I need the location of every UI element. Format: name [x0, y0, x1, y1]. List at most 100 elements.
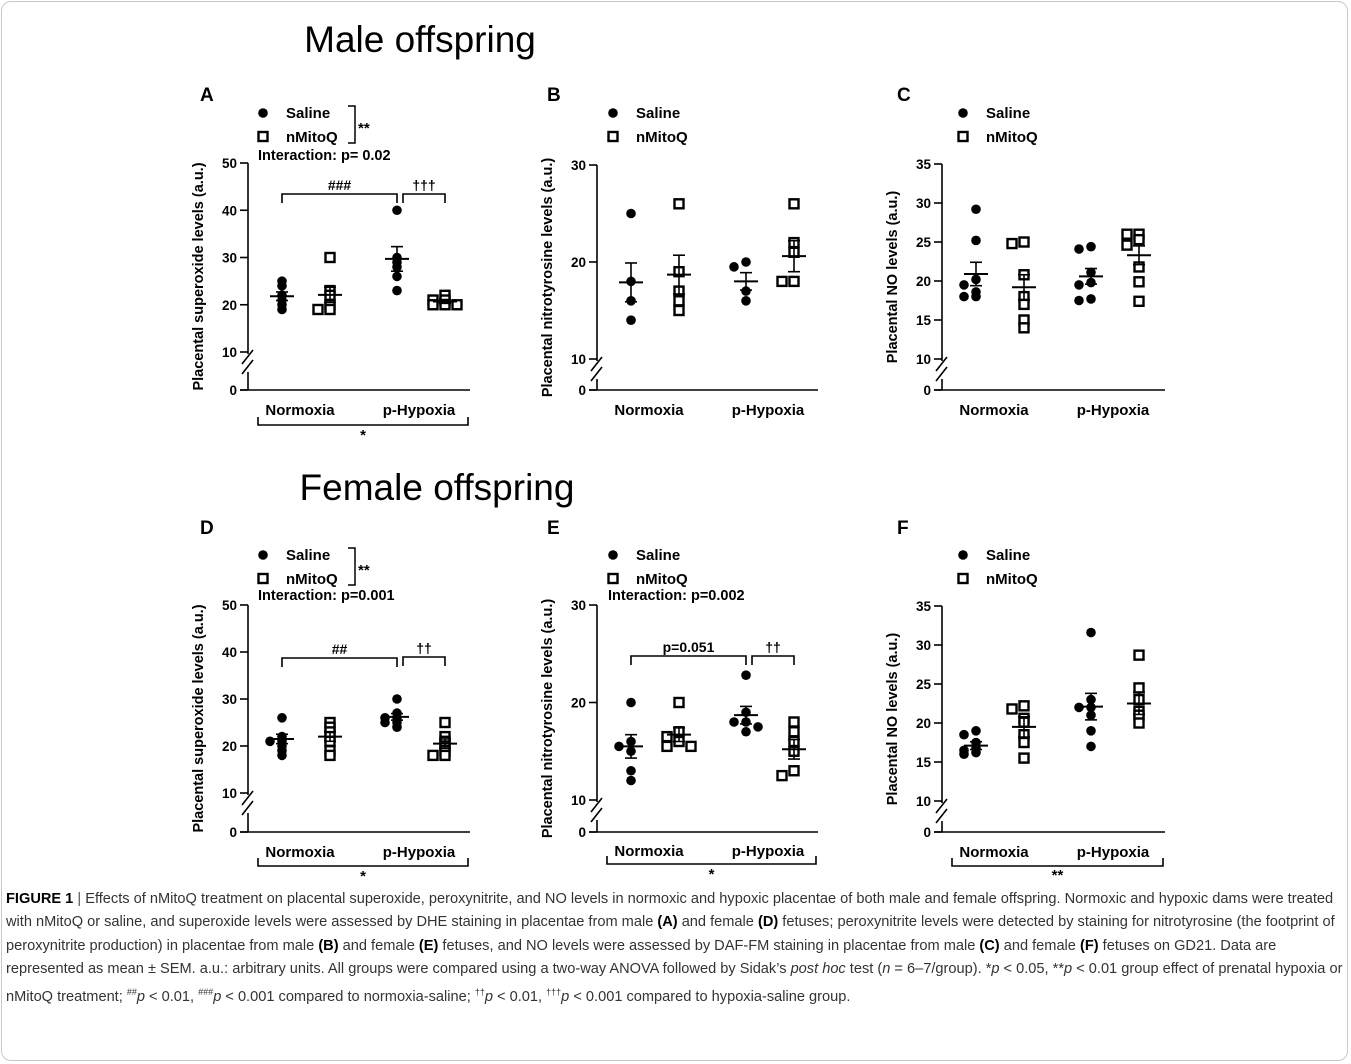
legend-stat: ** [358, 120, 370, 137]
data-point-saline [971, 235, 981, 246]
x-category-label: p-Hypoxia [383, 402, 456, 419]
data-point-nmitoq [685, 740, 697, 753]
legend-marker-nmitoq [607, 130, 619, 143]
data-point-nmitoq [1133, 295, 1145, 307]
caption-part: post hoc [790, 961, 846, 978]
data-point-nmitoq [788, 716, 800, 728]
y-tick-label: 20 [222, 739, 237, 754]
y-tick-label: 0 [923, 825, 931, 840]
legend-label-nmitoq: nMitoQ [286, 571, 338, 588]
caption-part: (D) [757, 914, 779, 931]
data-point-saline [392, 285, 402, 296]
legend-marker-nmitoq [607, 572, 619, 585]
y-tick-label: 20 [916, 274, 931, 289]
y-tick-label: 0 [229, 825, 237, 840]
y-tick-label: 0 [923, 383, 931, 398]
data-point-nmitoq [1018, 298, 1030, 311]
data-point-saline [277, 304, 287, 315]
legend-label-saline: Saline [286, 105, 330, 122]
y-tick-label: 15 [916, 755, 932, 770]
data-point-nmitoq [788, 275, 800, 288]
caption-part: p [213, 989, 222, 1006]
legend-marker-nmitoq [957, 572, 969, 585]
panel-letter: D [200, 518, 214, 539]
significance-bracket [402, 656, 446, 666]
data-point-nmitoq [427, 749, 439, 762]
chart-panel-d: D 0 10 20 30 40 50 Placental superoxide levels … [191, 518, 470, 885]
significance-bracket [402, 193, 446, 203]
caption-part: p [1064, 961, 1073, 978]
chart-panel-e: E 0 10 20 30 Placental nitrotyrosine levels (… [540, 518, 818, 883]
y-tick-label: 25 [916, 235, 932, 250]
y-tick-label: 30 [222, 692, 237, 707]
y-tick-label: 20 [222, 298, 237, 313]
x-category-label: Normoxia [959, 844, 1029, 861]
group-effect-bracket [951, 858, 1164, 867]
y-tick-label: 20 [916, 716, 931, 731]
legend-marker-saline [608, 550, 618, 560]
y-tick-label: 30 [916, 196, 931, 211]
legend-label-saline: Saline [286, 547, 330, 564]
x-category-label: p-Hypoxia [1077, 844, 1150, 861]
y-tick-label: 20 [571, 696, 586, 711]
data-point-saline [971, 204, 981, 215]
caption-part: < 0.01, [492, 989, 547, 1006]
data-point-nmitoq [451, 299, 463, 311]
data-point-saline [392, 271, 402, 282]
y-tick-label: 30 [571, 598, 586, 613]
data-point-nmitoq [1006, 703, 1018, 715]
figure-panels: Male offspring Female offspring A 0 10 20 30… [191, 19, 1165, 885]
data-point-saline [1086, 627, 1096, 638]
caption-part: n [882, 961, 891, 978]
caption-part: (A) [657, 914, 678, 931]
x-category-label: Normoxia [265, 844, 335, 861]
data-point-saline [959, 749, 969, 759]
x-category-label: p-Hypoxia [732, 402, 805, 419]
axis-break-mark [935, 366, 948, 382]
chart-panel-c: C 0 10 15 20 25 30 35 Placental NO levels (a.u.)… [885, 85, 1165, 419]
legend-label-nmitoq: nMitoQ [636, 129, 688, 146]
interaction-label: Interaction: p=0.001 [258, 588, 395, 604]
legend-label-nmitoq: nMitoQ [986, 129, 1038, 146]
significance-label: ### [328, 177, 352, 193]
data-point-nmitoq [1018, 700, 1030, 712]
significance-bracket [281, 657, 398, 667]
legend-label-saline: Saline [636, 105, 680, 122]
significance-bracket [751, 655, 795, 665]
data-point-nmitoq [312, 303, 324, 316]
caption-part: (C) [979, 937, 1000, 954]
caption-part: p [136, 989, 145, 1006]
caption-part: < 0.01, [145, 989, 199, 1006]
y-axis-label: Placental NO levels (a.u.) [885, 191, 901, 364]
y-tick-label: 10 [916, 794, 931, 809]
data-point-nmitoq [324, 251, 336, 264]
significance-bracket [630, 655, 747, 665]
legend-label-saline: Saline [986, 105, 1030, 122]
data-point-nmitoq [788, 726, 800, 738]
caption-part: †† [474, 987, 485, 998]
legend-bracket [348, 105, 356, 144]
interaction-label: Interaction: p=0.002 [608, 588, 745, 604]
legend-marker-nmitoq [257, 130, 269, 143]
axis-break-mark [590, 356, 603, 372]
panel-letter: A [200, 85, 214, 106]
data-point-nmitoq [1133, 717, 1145, 729]
data-point-saline [729, 717, 739, 727]
data-point-nmitoq [661, 730, 673, 743]
significance-label: p=0.051 [663, 639, 715, 655]
data-point-saline [971, 291, 981, 302]
data-point-saline [741, 296, 751, 306]
significance-label: †† [416, 640, 432, 656]
data-point-nmitoq [788, 765, 800, 777]
caption-part: and female [338, 937, 419, 954]
y-axis-label: Placental superoxide levels (a.u.) [191, 604, 207, 832]
y-tick-label: 50 [222, 598, 237, 613]
group-effect-label: * [360, 868, 366, 885]
data-point-saline [971, 726, 981, 736]
legend-marker-saline [958, 108, 968, 118]
data-point-nmitoq [427, 299, 439, 311]
data-point-saline [626, 315, 636, 326]
caption-part: < 0.01 group effect of prenatal hypoxia … [6, 961, 1343, 1006]
x-category-label: Normoxia [614, 402, 684, 419]
